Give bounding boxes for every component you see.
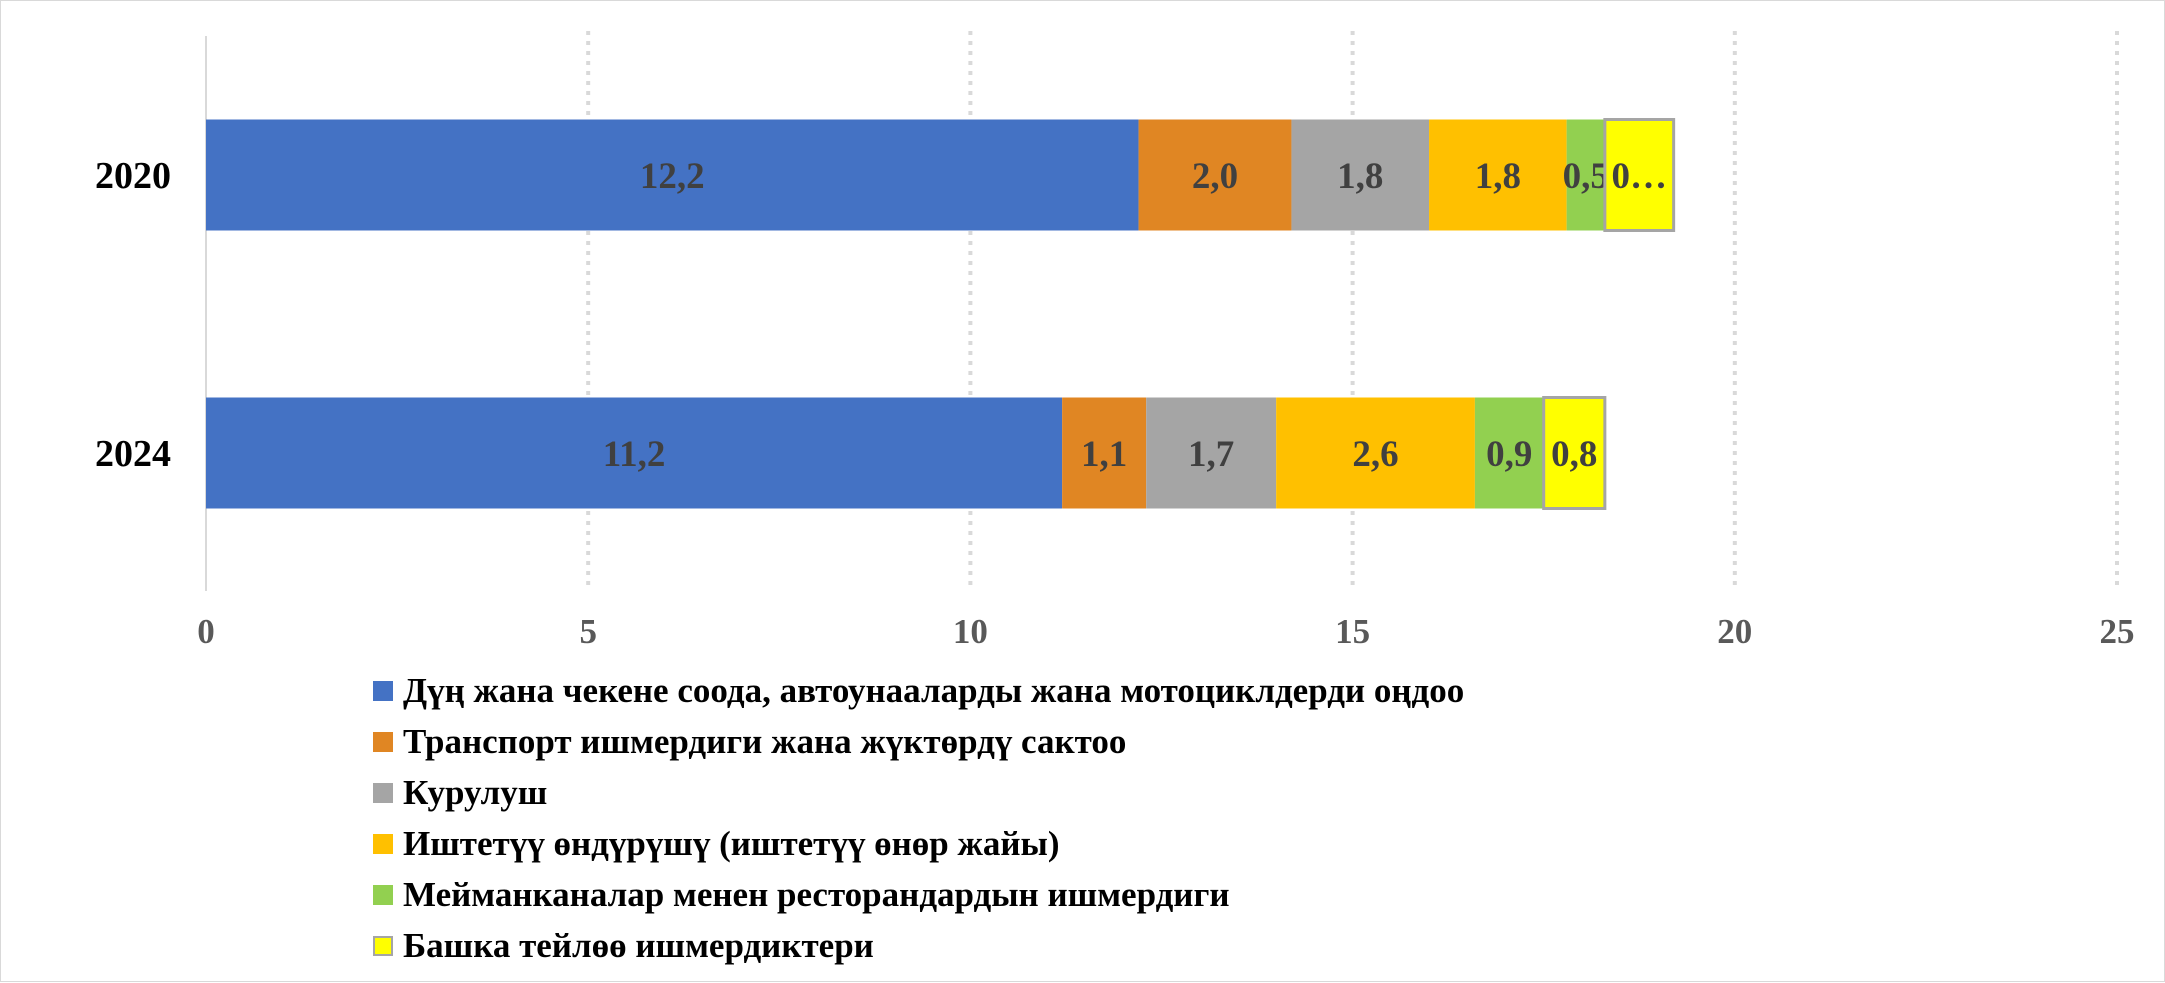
x-tick-label: 10 (953, 612, 988, 651)
legend-item-5: Мейманканалар менен ресторандардын ишмер… (373, 869, 1464, 920)
data-label-2020-2: 2,0 (1192, 156, 1238, 197)
data-label-2020-4: 1,8 (1475, 156, 1521, 197)
legend-label: Иштетүү өндүрүшү (иштетүү өнөр жайы) (403, 823, 1060, 863)
legend-swatch (373, 935, 393, 956)
data-label-2024-5: 0,9 (1486, 434, 1532, 475)
legend-swatch (373, 731, 393, 752)
bar-segment-2020-6 (1603, 118, 1676, 232)
year-label-2024: 2024 (95, 433, 171, 475)
x-tick-label: 20 (1717, 612, 1752, 651)
data-label-2024-3: 1,7 (1188, 434, 1234, 475)
legend-label: Мейманканалар менен ресторандардын ишмер… (403, 874, 1230, 914)
legend: Дүң жана чекене соода, автоунааларды жан… (373, 665, 1464, 971)
bar-segment-2020-5 (1566, 119, 1605, 231)
year-label-2020: 2020 (95, 155, 171, 197)
data-label-2020-5: 0,5 (1563, 156, 1609, 197)
bar-segment-2024-6 (1542, 396, 1607, 510)
legend-swatch (373, 680, 393, 701)
legend-item-6: Башка тейлөө ишмердиктери (373, 920, 1464, 971)
data-label-2024-2: 1,1 (1081, 434, 1127, 475)
bar-segment-2024-4 (1276, 397, 1475, 509)
legend-swatch (373, 782, 393, 803)
legend-item-4: Иштетүү өндүрүшү (иштетүү өнөр жайы) (373, 818, 1464, 869)
bar-segment-2020-2 (1138, 119, 1292, 231)
x-tick-label: 25 (2100, 612, 2135, 651)
data-label-2020-3: 1,8 (1337, 156, 1383, 197)
bar-segment-2024-5 (1474, 397, 1544, 509)
bar-segment-2020-1 (206, 119, 1139, 231)
data-label-2024-6: 0,8 (1551, 434, 1597, 475)
data-label-2024-1: 11,2 (603, 434, 666, 475)
legend-item-3: Курулуш (373, 767, 1464, 818)
legend-item-1: Дүң жана чекене соода, автоунааларды жан… (373, 665, 1464, 716)
data-label-2020-6: 0… (1612, 156, 1668, 197)
bar-segment-2020-3 (1291, 119, 1430, 231)
legend-swatch (373, 833, 393, 854)
legend-label: Башка тейлөө ишмердиктери (403, 925, 874, 965)
legend-label: Транспорт ишмердиги жана жүктөрдү сактоо (403, 721, 1127, 761)
legend-label: Дүң жана чекене соода, автоунааларды жан… (403, 670, 1465, 710)
legend-swatch (373, 884, 393, 905)
x-tick-label: 0 (197, 612, 215, 651)
x-tick-label: 5 (579, 612, 597, 651)
bar-segment-2024-2 (1062, 397, 1147, 509)
x-tick-label: 15 (1335, 612, 1370, 651)
data-label-2024-4: 2,6 (1352, 434, 1398, 475)
data-label-2020-1: 12,2 (640, 156, 705, 197)
bar-segment-2020-4 (1429, 119, 1567, 231)
legend-item-2: Транспорт ишмердиги жана жүктөрдү сактоо (373, 716, 1464, 767)
legend-label: Курулуш (403, 772, 548, 812)
bar-segment-2024-3 (1146, 397, 1277, 509)
bar-segment-2024-1 (206, 397, 1063, 509)
